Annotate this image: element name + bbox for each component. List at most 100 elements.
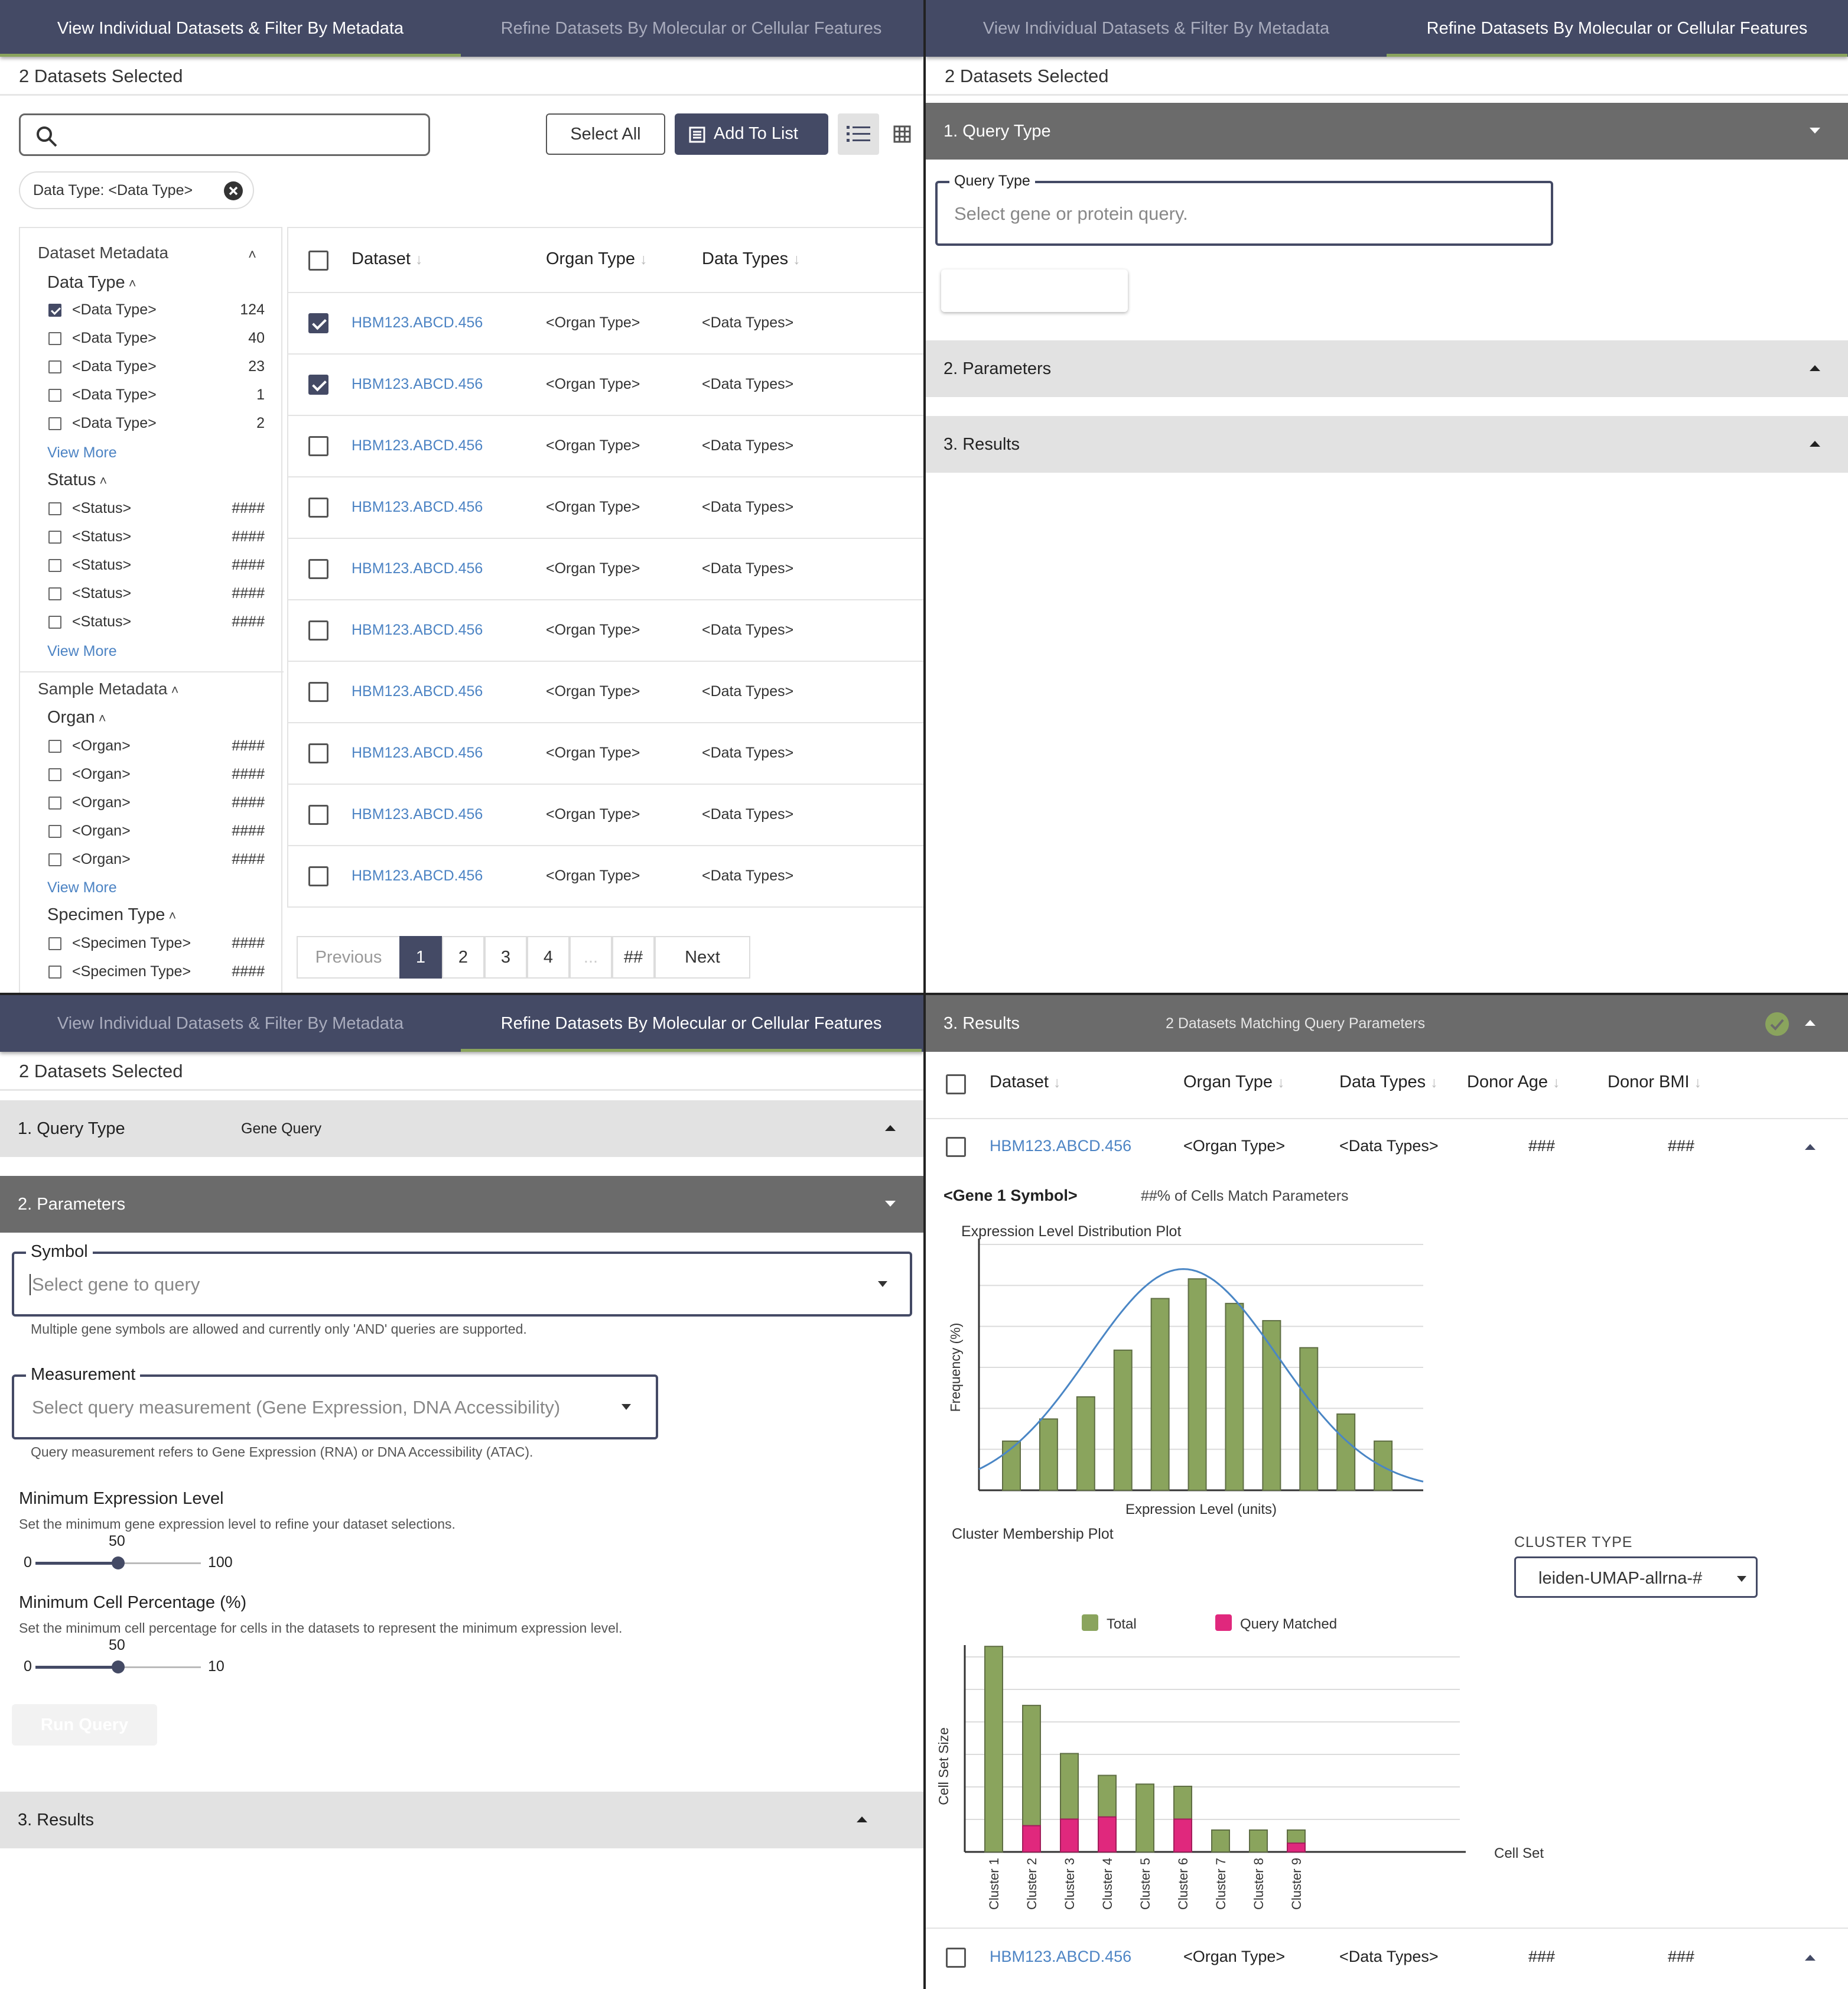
header-donor-age[interactable]: Donor Age ↓ xyxy=(1467,1072,1560,1091)
facet-checkbox[interactable] xyxy=(48,768,61,781)
row-checkbox[interactable] xyxy=(308,375,328,395)
dataset-link[interactable]: HBM123.ABCD.456 xyxy=(352,622,483,638)
accordion-parameters[interactable]: 2. Parameters xyxy=(926,340,1848,397)
accordion-results[interactable]: 3. Results xyxy=(926,416,1848,473)
query-type-select[interactable]: Query Type Select gene or protein query. xyxy=(935,173,1553,246)
dataset-link[interactable]: HBM123.ABCD.456 xyxy=(352,745,483,761)
facet-checkbox[interactable] xyxy=(48,389,61,402)
chevron-up-icon[interactable] xyxy=(1805,1955,1816,1961)
facet-checkbox[interactable] xyxy=(48,740,61,753)
accordion-query-type[interactable]: 1. Query Type Gene Query xyxy=(0,1100,923,1157)
grid-view-icon[interactable] xyxy=(893,125,911,143)
facet-checkbox[interactable] xyxy=(48,616,61,629)
row-checkbox[interactable] xyxy=(308,805,328,825)
dataset-link[interactable]: HBM123.ABCD.456 xyxy=(990,1137,1132,1155)
facet-checkbox[interactable] xyxy=(48,502,61,515)
facet-checkbox[interactable] xyxy=(48,360,61,373)
pagination-page[interactable]: ... xyxy=(570,936,612,979)
tab-view-individual[interactable]: View Individual Datasets & Filter By Met… xyxy=(982,19,1330,38)
tab-refine[interactable]: Refine Datasets By Molecular or Cellular… xyxy=(500,19,882,38)
accordion-query-type[interactable]: 1. Query Type xyxy=(926,103,1848,160)
list-view-button[interactable] xyxy=(838,113,879,155)
add-to-list-button[interactable]: Add To List xyxy=(675,113,828,155)
header-organ-type[interactable]: Organ Type ↓ xyxy=(546,249,648,268)
header-donor-bmi[interactable]: Donor BMI ↓ xyxy=(1608,1072,1702,1091)
accordion-results[interactable]: 3. Results xyxy=(0,1792,923,1848)
select-all-button[interactable]: Select All xyxy=(546,113,665,155)
accordion-results[interactable]: 3. Results 2 Datasets Matching Query Par… xyxy=(926,995,1848,1052)
select-all-checkbox[interactable] xyxy=(308,251,328,271)
section-dataset-metadata[interactable]: Dataset Metadata xyxy=(38,243,169,262)
dataset-link[interactable]: HBM123.ABCD.456 xyxy=(990,1948,1132,1965)
header-dataset[interactable]: Dataset ↓ xyxy=(990,1072,1061,1091)
search-input[interactable] xyxy=(19,113,430,156)
symbol-select[interactable]: Symbol Select gene to query xyxy=(12,1242,912,1317)
matching-count: 2 Datasets Matching Query Parameters xyxy=(1166,1015,1426,1032)
slider-thumb[interactable] xyxy=(112,1660,125,1673)
facet-checkbox[interactable] xyxy=(48,304,61,317)
close-circle-icon[interactable] xyxy=(223,181,243,201)
section-sample-metadata[interactable]: Sample Metadata ˄ xyxy=(38,680,179,698)
measurement-select[interactable]: Measurement Select query measurement (Ge… xyxy=(12,1365,658,1439)
row-checkbox[interactable] xyxy=(946,1137,966,1157)
row-checkbox[interactable] xyxy=(308,866,328,886)
row-checkbox[interactable] xyxy=(308,559,328,579)
facet-checkbox[interactable] xyxy=(48,937,61,950)
header-organ-type[interactable]: Organ Type ↓ xyxy=(1183,1072,1285,1091)
search-field[interactable] xyxy=(68,122,417,148)
tab-view-individual[interactable]: View Individual Datasets & Filter By Met… xyxy=(0,0,461,57)
facet-group-data-type[interactable]: Data Type ˄ xyxy=(47,273,136,292)
row-checkbox[interactable] xyxy=(308,436,328,456)
facet-checkbox[interactable] xyxy=(48,559,61,572)
dataset-link[interactable]: HBM123.ABCD.456 xyxy=(352,376,483,392)
row-checkbox[interactable] xyxy=(308,620,328,641)
facet-group-status[interactable]: Status ˄ xyxy=(47,470,108,489)
view-more-link[interactable]: View More xyxy=(47,643,117,659)
filter-chip[interactable]: Data Type: <Data Type> xyxy=(19,171,254,209)
dataset-link[interactable]: HBM123.ABCD.456 xyxy=(352,499,483,515)
accordion-parameters[interactable]: 2. Parameters xyxy=(0,1176,923,1233)
facet-group-organ[interactable]: Organ ˄ xyxy=(47,708,106,727)
facet-checkbox[interactable] xyxy=(48,332,61,345)
pagination-page[interactable]: 1 xyxy=(399,936,442,979)
pagination-previous[interactable]: Previous xyxy=(297,936,401,979)
run-query-button[interactable]: Run Query xyxy=(12,1704,157,1746)
dataset-link[interactable]: HBM123.ABCD.456 xyxy=(352,683,483,700)
pagination-next[interactable]: Next xyxy=(655,936,750,979)
view-more-link[interactable]: View More xyxy=(47,879,117,896)
facet-group-specimen-type[interactable]: Specimen Type ˄ xyxy=(47,905,177,924)
cluster-type-select[interactable]: leiden-UMAP-allrna-# xyxy=(1514,1556,1758,1598)
header-data-types[interactable]: Data Types ↓ xyxy=(1339,1072,1438,1091)
dataset-link[interactable]: HBM123.ABCD.456 xyxy=(352,314,483,331)
facet-checkbox[interactable] xyxy=(48,417,61,430)
dataset-link[interactable]: HBM123.ABCD.456 xyxy=(352,867,483,884)
pagination-page[interactable]: 3 xyxy=(484,936,527,979)
row-checkbox[interactable] xyxy=(946,1948,966,1968)
tab-refine[interactable]: Refine Datasets By Molecular or Cellular… xyxy=(1387,0,1847,57)
facet-checkbox[interactable] xyxy=(48,797,61,810)
dataset-link[interactable]: HBM123.ABCD.456 xyxy=(352,437,483,454)
select-all-checkbox[interactable] xyxy=(946,1074,966,1094)
header-data-types[interactable]: Data Types ↓ xyxy=(702,249,801,268)
facet-checkbox[interactable] xyxy=(48,531,61,544)
header-dataset[interactable]: Dataset ↓ xyxy=(352,249,423,268)
dataset-link[interactable]: HBM123.ABCD.456 xyxy=(352,560,483,577)
tab-view-individual[interactable]: View Individual Datasets & Filter By Met… xyxy=(57,1014,404,1033)
pagination-page[interactable]: 4 xyxy=(527,936,570,979)
pagination-page[interactable]: 2 xyxy=(442,936,484,979)
facet-checkbox[interactable] xyxy=(48,825,61,838)
blank-button[interactable] xyxy=(941,269,1128,312)
row-checkbox[interactable] xyxy=(308,498,328,518)
row-checkbox[interactable] xyxy=(308,313,328,333)
row-checkbox[interactable] xyxy=(308,682,328,702)
pagination-page[interactable]: ## xyxy=(612,936,655,979)
facet-checkbox[interactable] xyxy=(48,853,61,866)
row-checkbox[interactable] xyxy=(308,743,328,763)
chevron-up-icon[interactable] xyxy=(1805,1144,1816,1150)
facet-checkbox[interactable] xyxy=(48,966,61,979)
slider-thumb[interactable] xyxy=(112,1556,125,1569)
dataset-link[interactable]: HBM123.ABCD.456 xyxy=(352,806,483,823)
facet-checkbox[interactable] xyxy=(48,587,61,600)
tab-refine[interactable]: Refine Datasets By Molecular or Cellular… xyxy=(461,995,922,1052)
view-more-link[interactable]: View More xyxy=(47,444,117,461)
